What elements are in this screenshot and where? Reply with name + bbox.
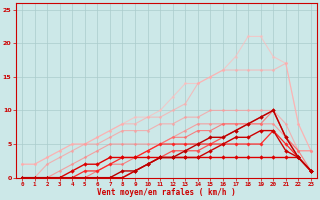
X-axis label: Vent moyen/en rafales ( km/h ): Vent moyen/en rafales ( km/h ) (97, 188, 236, 197)
